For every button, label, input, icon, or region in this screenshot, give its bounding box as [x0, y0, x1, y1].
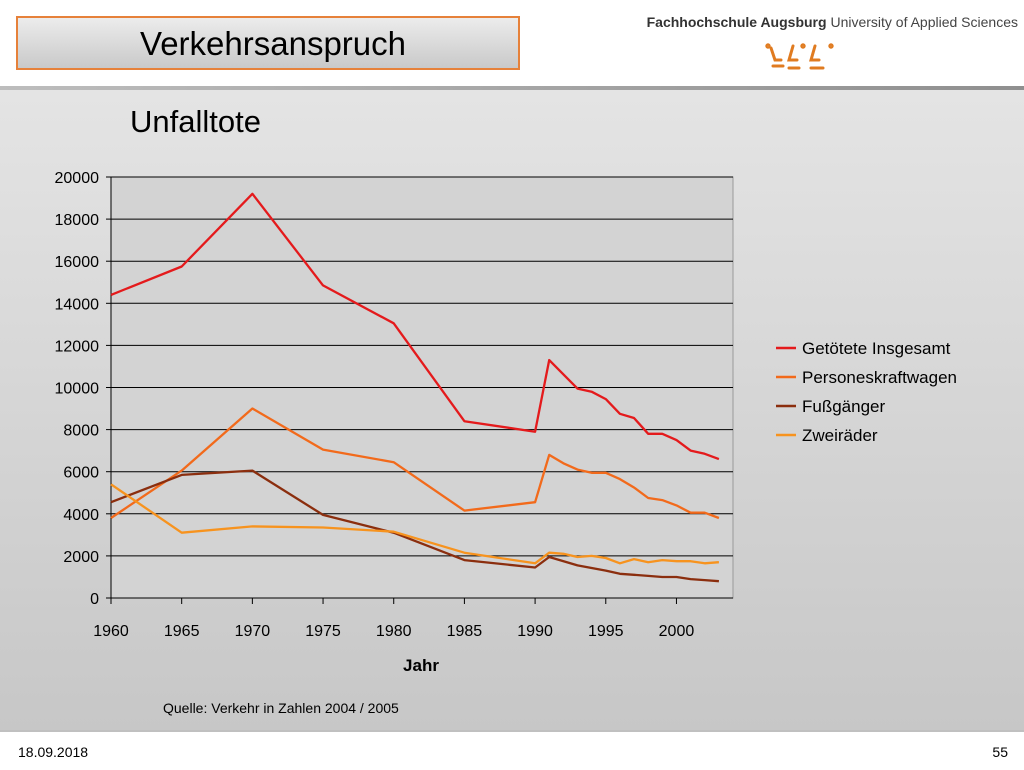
y-tick-label: 10000 [55, 381, 100, 398]
y-tick-label: 18000 [55, 212, 100, 229]
slide-date: 18.09.2018 [18, 744, 89, 760]
series-line-0 [110, 192, 720, 461]
title-box: Verkehrsanspruch [16, 16, 520, 70]
y-tick-label: 20000 [55, 170, 100, 187]
x-tick-label: 1990 [517, 623, 553, 640]
y-tick-label: 14000 [55, 296, 100, 313]
y-tick-label: 12000 [55, 338, 100, 355]
series-line-2 [110, 469, 719, 583]
x-tick-label: 1980 [376, 623, 412, 640]
page-number: 55 [992, 744, 1008, 760]
y-tick-label: 8000 [63, 423, 99, 440]
x-tick-label: 1985 [447, 623, 483, 640]
school-name: Fachhochschule Augsburg University of Ap… [647, 14, 1018, 30]
x-tick-label: 1995 [588, 623, 624, 640]
series-line-3 [110, 483, 719, 565]
chart-heading: Unfalltote [130, 104, 261, 139]
x-tick-label: 2000 [659, 623, 695, 640]
series-line-1 [110, 407, 720, 520]
x-tick-label: 1975 [305, 623, 341, 640]
slide-header: Verkehrsanspruch Fachhochschule Augsburg… [0, 0, 1024, 86]
fh-augsburg-logo-icon [765, 43, 834, 70]
y-tick-label: 4000 [63, 507, 99, 524]
legend-label: Fußgänger [802, 397, 885, 416]
x-tick-label: 1970 [235, 623, 271, 640]
y-tick-label: 16000 [55, 254, 100, 271]
legend-label: Personeskraftwagen [802, 368, 957, 387]
header-band [0, 86, 1024, 90]
slide-title: Verkehrsanspruch [140, 25, 406, 62]
y-tick-label: 6000 [63, 465, 99, 482]
school-name-rest: University of Applied Sciences [830, 14, 1018, 30]
x-axis-title: Jahr [403, 656, 439, 675]
x-tick-label: 1960 [93, 623, 129, 640]
legend-label: Zweiräder [802, 426, 878, 445]
y-tick-label: 2000 [63, 549, 99, 566]
slide-footer: 18.09.2018 55 [0, 730, 1024, 770]
legend-label: Getötete Insgesamt [802, 339, 951, 358]
school-name-bold: Fachhochschule Augsburg [646, 14, 827, 30]
y-tick-label: 0 [90, 591, 99, 608]
source-note: Quelle: Verkehr in Zahlen 2004 / 2005 [163, 700, 399, 716]
x-tick-label: 1965 [164, 623, 200, 640]
